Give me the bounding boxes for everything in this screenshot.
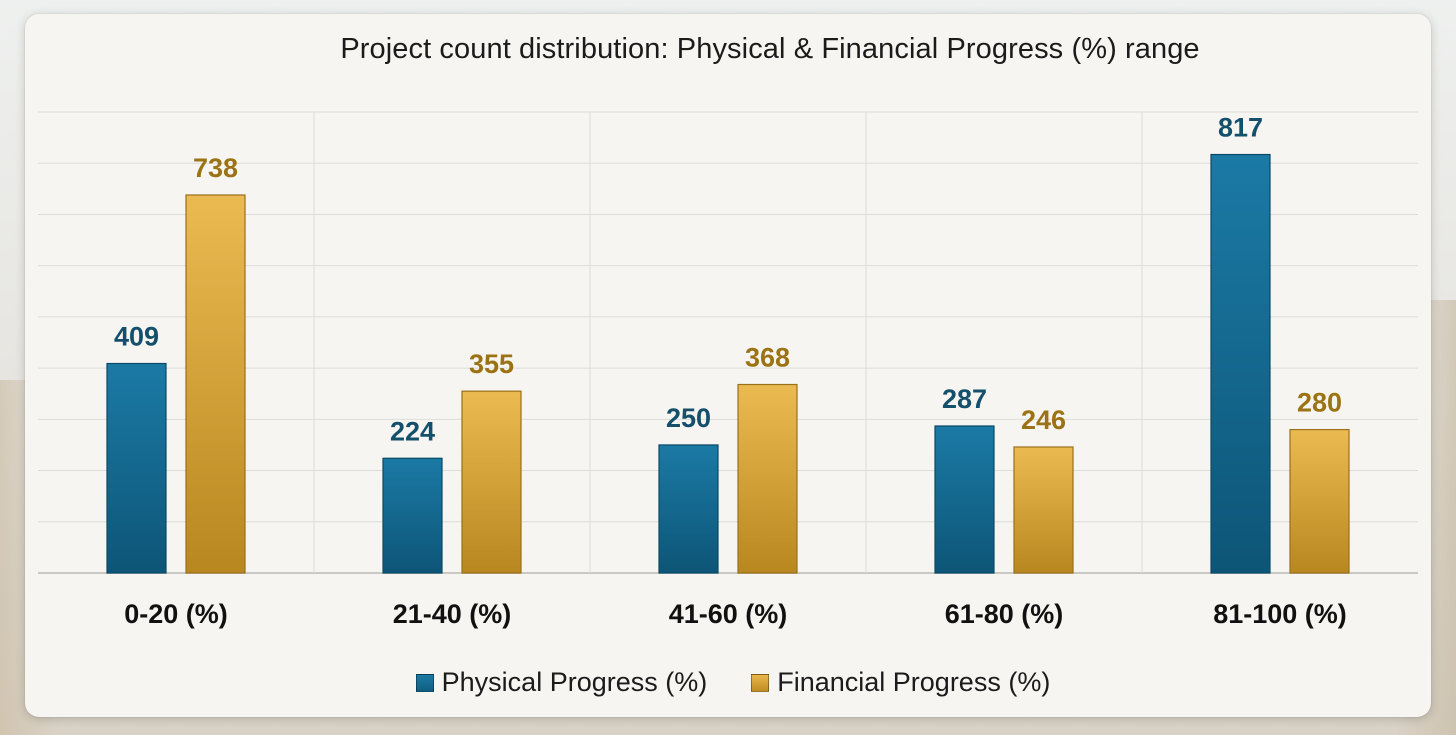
x-tick-label-4: 81-100 (%) <box>1213 599 1347 629</box>
x-tick-label-1: 21-40 (%) <box>393 599 512 629</box>
data-label-physical-1: 224 <box>390 416 435 446</box>
bar-physical-3 <box>934 425 995 574</box>
bar-financial-1 <box>461 390 522 574</box>
data-label-financial-1: 355 <box>469 349 514 379</box>
legend-item-physical: Physical Progress (%) <box>415 667 708 698</box>
bar-financial-4 <box>1289 428 1350 574</box>
chart-card <box>25 14 1431 717</box>
chart-title: Project count distribution: Physical & F… <box>340 33 1200 65</box>
data-label-financial-4: 280 <box>1297 388 1342 418</box>
bars <box>106 153 1350 574</box>
data-label-financial-2: 368 <box>745 343 790 373</box>
legend: Physical Progress (%) Financial Progress… <box>0 667 1456 698</box>
gridlines <box>38 111 1418 574</box>
bar-physical-1 <box>382 457 443 574</box>
legend-label-financial: Financial Progress (%) <box>777 667 1051 697</box>
data-label-physical-0: 409 <box>114 322 159 352</box>
data-labels: 409 738 224 355 250 368 287 246 817 280 <box>114 113 1342 447</box>
bar-physical-0 <box>106 362 167 574</box>
bar-physical-4 <box>1210 153 1271 574</box>
legend-swatch-physical <box>415 673 434 692</box>
bar-financial-2 <box>737 383 798 574</box>
data-label-physical-3: 287 <box>942 384 987 414</box>
data-label-physical-4: 817 <box>1218 113 1263 143</box>
bar-physical-2 <box>658 444 719 574</box>
x-tick-label-2: 41-60 (%) <box>669 599 788 629</box>
legend-label-physical: Physical Progress (%) <box>441 667 708 697</box>
legend-swatch-financial <box>751 673 770 692</box>
data-label-physical-2: 250 <box>666 403 711 433</box>
bar-financial-0 <box>185 194 246 574</box>
x-tick-label-3: 61-80 (%) <box>945 599 1064 629</box>
x-tick-label-0: 0-20 (%) <box>124 599 228 629</box>
legend-item-financial: Financial Progress (%) <box>751 667 1050 698</box>
bar-financial-3 <box>1013 446 1074 574</box>
data-label-financial-0: 738 <box>193 153 238 183</box>
data-label-financial-3: 246 <box>1021 405 1066 435</box>
x-axis-tick-labels: 0-20 (%) 21-40 (%) 41-60 (%) 61-80 (%) 81-10… <box>124 599 1347 629</box>
